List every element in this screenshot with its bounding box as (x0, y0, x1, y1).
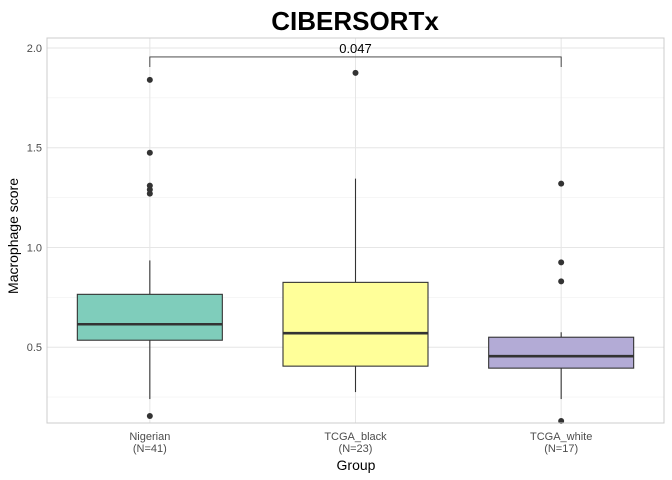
outlier-point (146, 149, 153, 156)
chart-title: CIBERSORTx (271, 6, 439, 36)
outlier-point (146, 76, 153, 83)
x-tick-label: TCGA_black (324, 431, 387, 443)
y-tick-label: 0.5 (27, 342, 42, 354)
y-tick-label: 2.0 (27, 43, 42, 55)
significance-bracket: 0.047 (149, 41, 562, 67)
x-tick-count-label: (N=41) (133, 443, 167, 455)
y-tick-label: 1.0 (27, 242, 42, 254)
x-axis-title: Group (337, 457, 376, 473)
iqr-box (282, 281, 429, 367)
box-tcga-white (488, 180, 635, 425)
bracket-line (149, 56, 562, 67)
x-tick-count-label: (N=23) (339, 443, 373, 455)
box-tcga-black (282, 69, 429, 393)
box-nigerian (76, 76, 223, 420)
p-value-label: 0.047 (339, 41, 372, 56)
iqr-box (488, 336, 635, 369)
box-series (76, 69, 635, 425)
outlier-point (146, 413, 153, 420)
x-tick-label: Nigerian (129, 431, 170, 443)
x-tick-count-label: (N=17) (544, 443, 578, 455)
outlier-point (352, 69, 359, 76)
outlier-point (558, 180, 565, 187)
panel-border (46, 37, 665, 424)
outlier-point (558, 278, 565, 285)
x-tick-label: TCGA_white (530, 431, 592, 443)
outlier-point (146, 182, 153, 189)
y-axis-ticks: 0.5 1.0 1.5 2.0 (27, 43, 42, 354)
y-tick-label: 1.5 (27, 143, 42, 155)
y-axis-title: Macrophage score (5, 178, 21, 294)
iqr-box (76, 293, 223, 341)
x-axis-ticks: Nigerian(N=41) TCGA_black(N=23) TCGA_white… (129, 431, 592, 455)
outlier-point (558, 259, 565, 266)
